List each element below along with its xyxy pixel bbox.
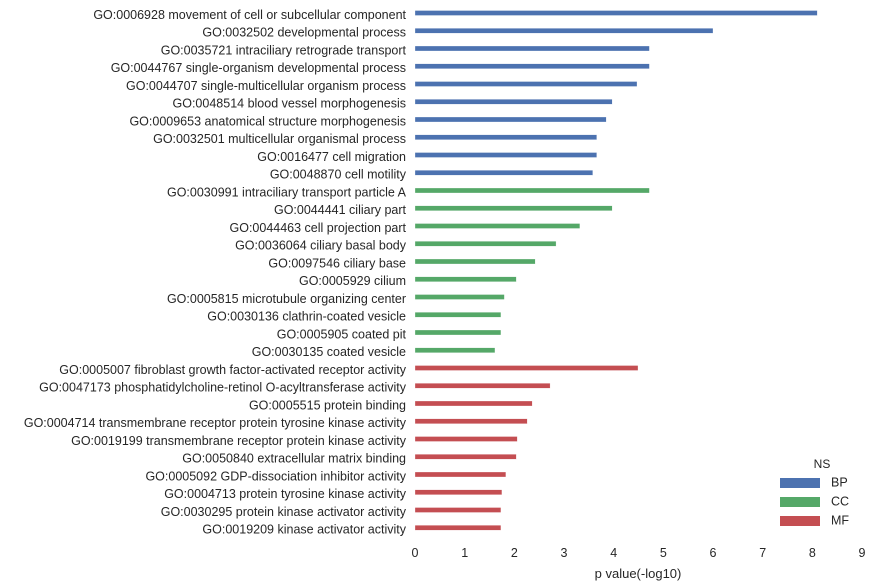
category-label: GO:0050840 extracellular matrix binding — [182, 452, 406, 466]
bar-bp — [414, 81, 638, 87]
category-label: GO:0030991 intraciliary transport partic… — [167, 185, 407, 199]
category-label: GO:0019209 kinase activator activity — [202, 523, 406, 537]
x-axis-title: p value(-log10) — [595, 566, 682, 581]
bar-bp — [414, 116, 607, 123]
category-label: GO:0005905 coated pit — [277, 327, 407, 341]
category-label: GO:0030135 coated vesicle — [252, 345, 406, 359]
x-tick-label: 2 — [511, 546, 518, 560]
category-label: GO:0044707 single-multicellular organism… — [126, 79, 406, 93]
bar-mf — [414, 454, 517, 460]
category-label: GO:0048870 cell motility — [270, 168, 407, 182]
category-label: GO:0047173 phosphatidylcholine-retinol O… — [39, 381, 407, 395]
bar-cc — [414, 187, 650, 194]
bar-mf — [414, 436, 518, 442]
bar-cc — [414, 205, 613, 211]
category-label: GO:0032502 developmental process — [202, 26, 406, 40]
x-tick-label: 0 — [412, 546, 419, 560]
category-label: GO:0036064 ciliary basal body — [235, 239, 407, 253]
bar-cc — [414, 223, 581, 229]
bar-cc — [414, 347, 496, 353]
x-tick-label: 9 — [859, 546, 866, 560]
category-label: GO:0032501 multicellular organismal proc… — [153, 132, 406, 146]
x-tick-label: 1 — [461, 546, 468, 560]
bar-bp — [414, 10, 818, 16]
x-tick-label: 6 — [710, 546, 717, 560]
bar-mf — [414, 489, 503, 495]
x-tick-label: 4 — [610, 546, 617, 560]
legend-label-cc: CC — [831, 494, 849, 508]
category-label: GO:0005815 microtubule organizing center — [167, 292, 406, 306]
bar-cc — [414, 312, 502, 318]
bar-mf — [414, 418, 528, 424]
legend-swatch-cc — [780, 497, 820, 507]
category-label: GO:0097546 ciliary base — [268, 256, 406, 270]
category-label: GO:0044441 ciliary part — [274, 203, 407, 217]
bar-mf — [414, 507, 502, 513]
bar-mf — [414, 471, 507, 478]
bar-bp — [414, 45, 650, 52]
category-label: GO:0005092 GDP-dissociation inhibitor ac… — [145, 469, 406, 483]
bar-cc — [414, 258, 536, 265]
legend-label-mf: MF — [831, 513, 849, 527]
category-labels: GO:0006928 movement of cell or subcellul… — [24, 8, 407, 537]
x-tick-label: 5 — [660, 546, 667, 560]
x-axis: 0 1 2 3 4 5 6 7 8 9 — [412, 546, 866, 560]
bar-mf — [414, 365, 639, 371]
bar-cc — [414, 294, 505, 300]
legend-swatch-mf — [780, 516, 820, 526]
legend-swatch-bp — [780, 478, 820, 488]
bar-cc — [414, 329, 502, 336]
category-label: GO:0005515 protein binding — [249, 398, 406, 412]
legend-title: NS — [814, 457, 831, 471]
x-tick-label: 3 — [561, 546, 568, 560]
category-label: GO:0044463 cell projection part — [230, 221, 407, 235]
legend-label-bp: BP — [831, 475, 848, 489]
category-label: GO:0044767 single-organism developmental… — [111, 61, 406, 75]
bar-bp — [414, 152, 597, 158]
bar-bp — [414, 99, 613, 105]
category-label: GO:0004713 protein tyrosine kinase activ… — [164, 487, 407, 501]
bar-bp — [414, 63, 650, 69]
category-label: GO:0035721 intraciliary retrograde trans… — [161, 43, 407, 57]
category-label: GO:0005929 cilium — [299, 274, 406, 288]
bar-mf — [414, 383, 551, 389]
category-label: GO:0009653 anatomical structure morphoge… — [129, 114, 406, 128]
x-tick-label: 8 — [809, 546, 816, 560]
bars-layer — [414, 10, 818, 531]
bar-cc — [414, 241, 557, 247]
bar-mf — [414, 400, 533, 407]
bar-bp — [414, 170, 593, 176]
category-label: GO:0016477 cell migration — [257, 150, 406, 164]
legend: NS BP CC MF — [780, 457, 849, 527]
category-label: GO:0006928 movement of cell or subcellul… — [93, 8, 406, 22]
bar-bp — [414, 134, 597, 140]
category-label: GO:0005007 fibroblast growth factor-acti… — [59, 363, 406, 377]
category-label: GO:0030136 clathrin-coated vesicle — [207, 310, 406, 324]
category-label: GO:0019199 transmembrane receptor protei… — [71, 434, 407, 448]
x-tick-label: 7 — [759, 546, 766, 560]
category-label: GO:0004714 transmembrane receptor protei… — [24, 416, 407, 430]
bar-bp — [414, 28, 714, 34]
category-label: GO:0030295 protein kinase activator acti… — [161, 505, 407, 519]
category-label: GO:0048514 blood vessel morphogenesis — [173, 97, 406, 111]
bar-cc — [414, 276, 517, 282]
bar-mf — [414, 525, 502, 531]
